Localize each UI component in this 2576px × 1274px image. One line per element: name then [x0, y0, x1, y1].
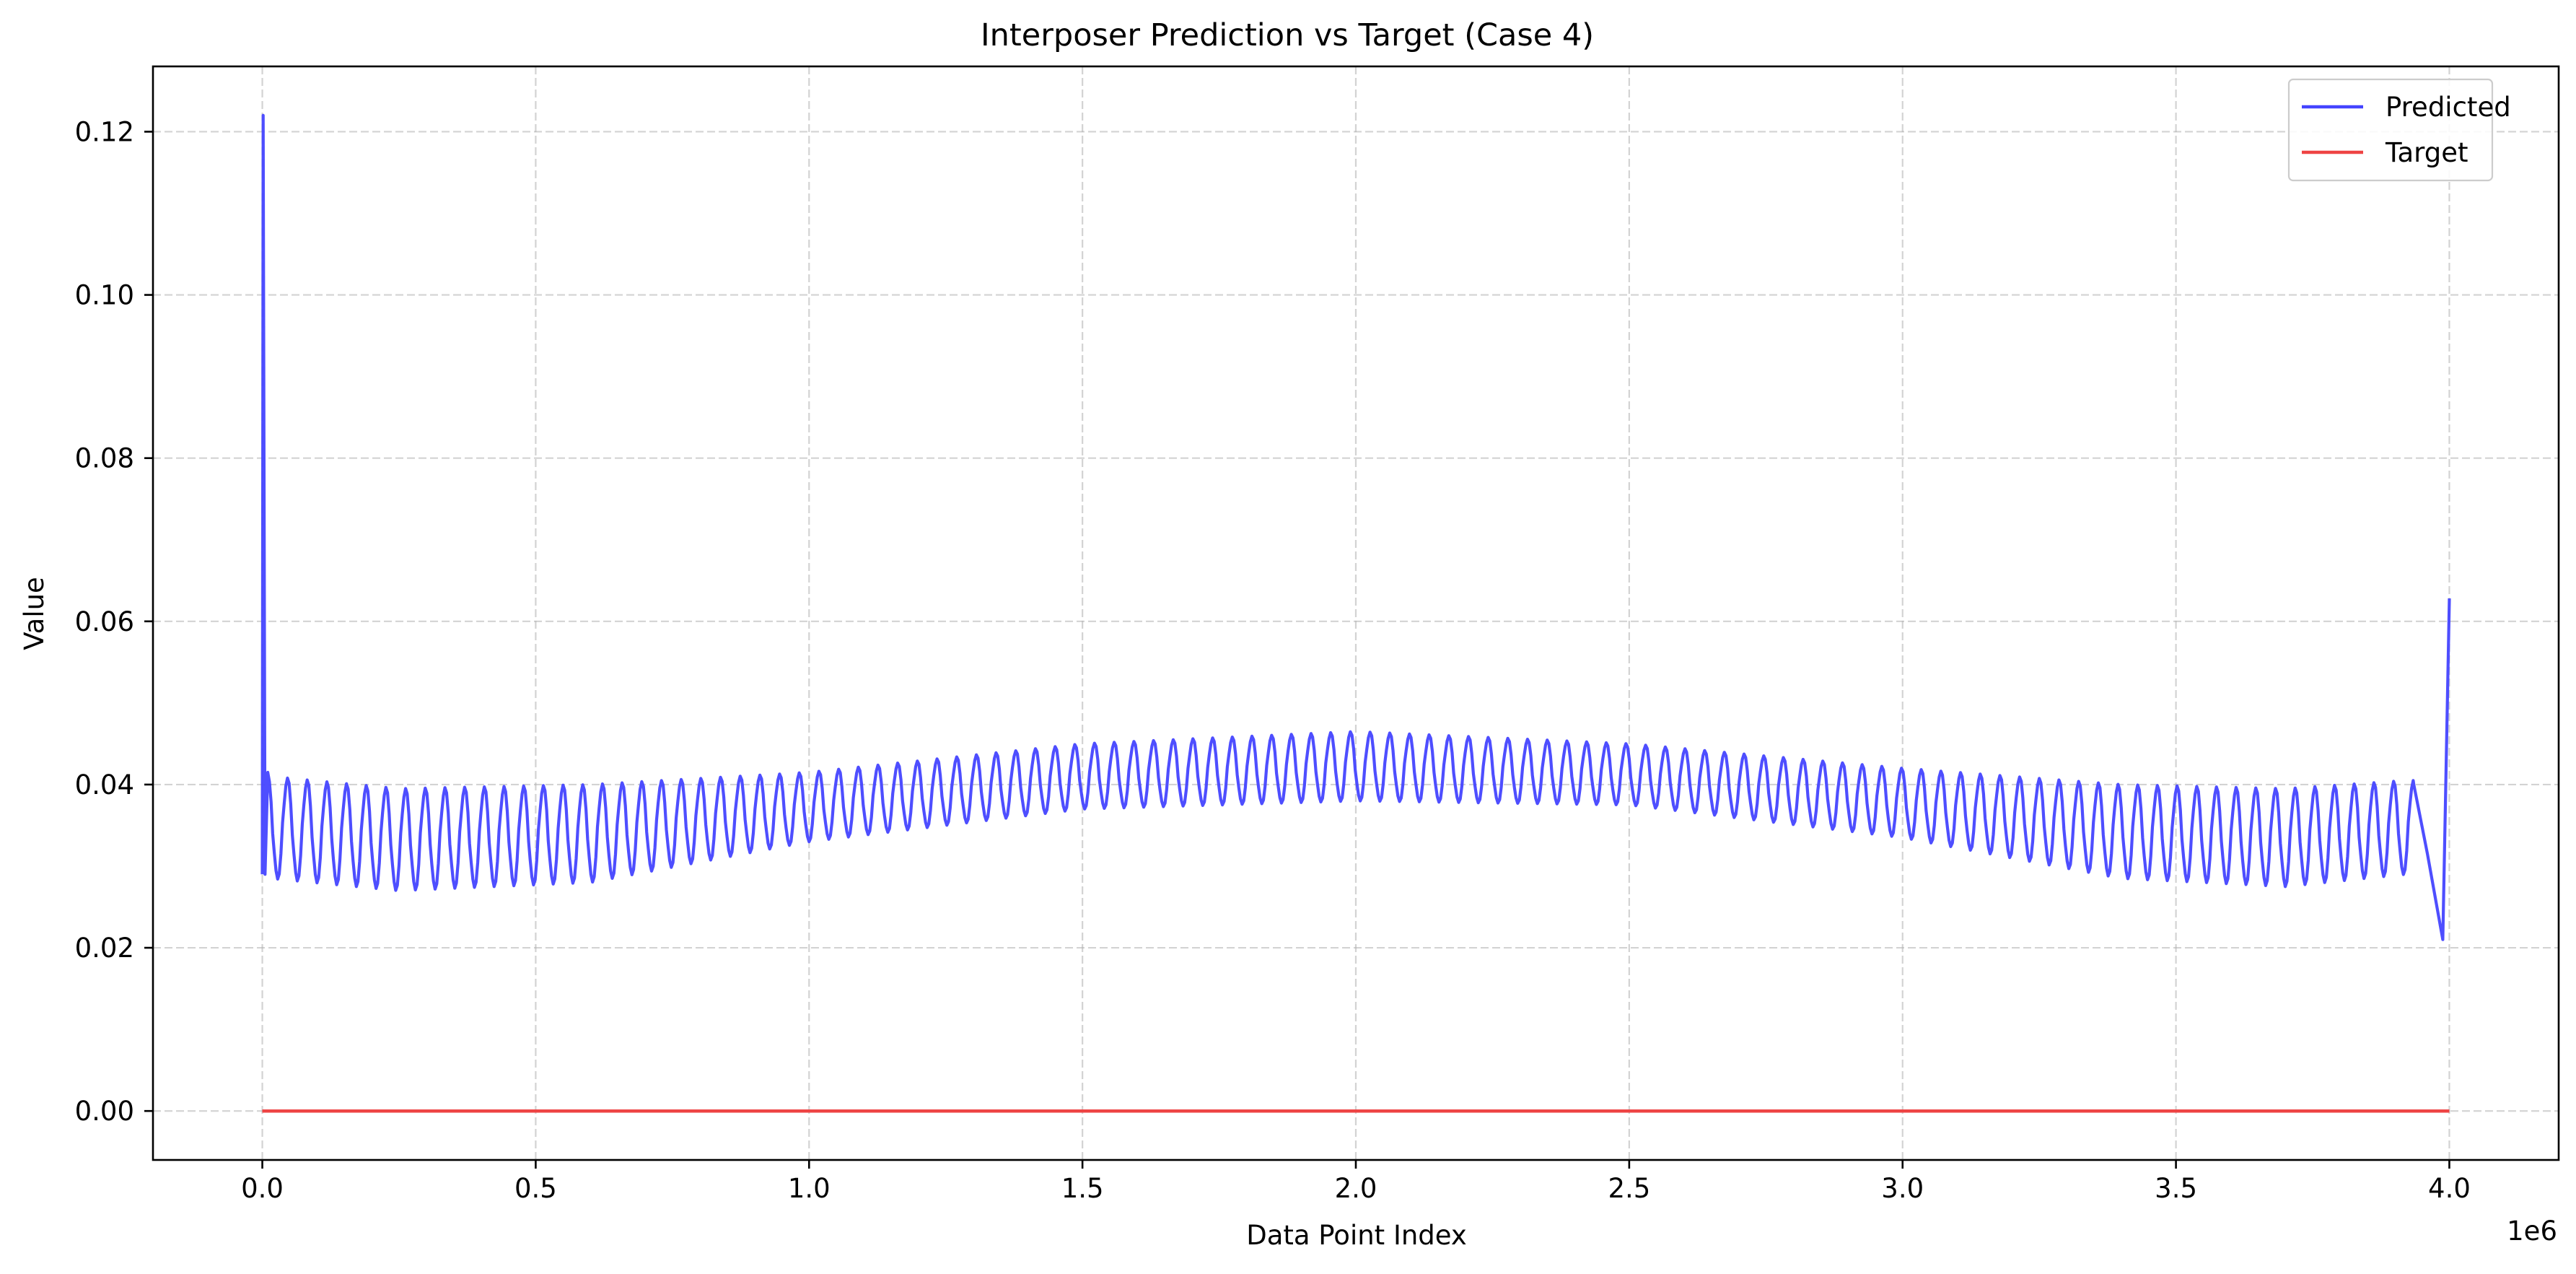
y-axis-label: Value	[19, 577, 50, 650]
y-tick-label: 0.06	[75, 606, 134, 637]
x-axis-offset-label: 1e6	[2507, 1216, 2557, 1247]
legend-label-predicted: Predicted	[2386, 92, 2511, 123]
plot-series	[260, 113, 2451, 1113]
chart-title: Interposer Prediction vs Target (Case 4)	[981, 17, 1594, 53]
x-tick-label: 1.5	[1061, 1173, 1104, 1204]
legend: Predicted Target	[2287, 78, 2511, 182]
x-tick-label: 3.0	[1881, 1173, 1924, 1204]
x-tick-label: 4.0	[2428, 1173, 2471, 1204]
y-tick-label: 0.10	[75, 280, 134, 311]
legend-label-target: Target	[2385, 137, 2468, 168]
x-tick-label: 2.5	[1608, 1173, 1650, 1204]
x-tick-label: 3.5	[2155, 1173, 2197, 1204]
y-tick-label: 0.00	[75, 1096, 134, 1127]
y-tick-label: 0.04	[75, 769, 134, 800]
x-axis-ticks: 0.0 0.5 1.0 1.5 2.0 2.5 3.0 3.5 4.0	[241, 1160, 2471, 1204]
x-tick-label: 2.0	[1335, 1173, 1377, 1204]
y-axis-ticks: 0.00 0.02 0.04 0.06 0.08 0.10 0.12	[75, 116, 153, 1127]
y-tick-label: 0.02	[75, 933, 134, 964]
y-tick-label: 0.08	[75, 443, 134, 474]
legend-box	[2287, 78, 2494, 182]
x-tick-label: 1.0	[788, 1173, 831, 1204]
y-tick-label: 0.12	[75, 116, 134, 147]
x-tick-label: 0.0	[241, 1173, 284, 1204]
series-line-predicted	[260, 113, 2451, 941]
x-axis-label: Data Point Index	[1246, 1220, 1467, 1251]
x-tick-label: 0.5	[514, 1173, 557, 1204]
